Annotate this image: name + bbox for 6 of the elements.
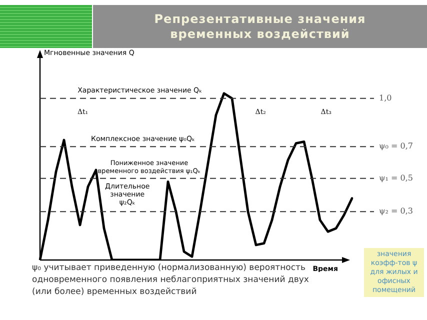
ref-line-label: 1,0: [379, 93, 392, 102]
ref-line-label: ψ₂ = 0,3: [379, 206, 413, 216]
ref-line-label: ψ₀ = 0,7: [379, 142, 413, 151]
chart-title: Репрезентативные значения временных воздействий: [93, 5, 427, 48]
text: ψ₀ учитывает приведенную (нормализованную) вероятность одновременного появления неблагоприятных значений двух (или более) временных воздействий: [32, 263, 309, 297]
ref-line-label: ψ₁ = 0,5: [379, 173, 413, 182]
